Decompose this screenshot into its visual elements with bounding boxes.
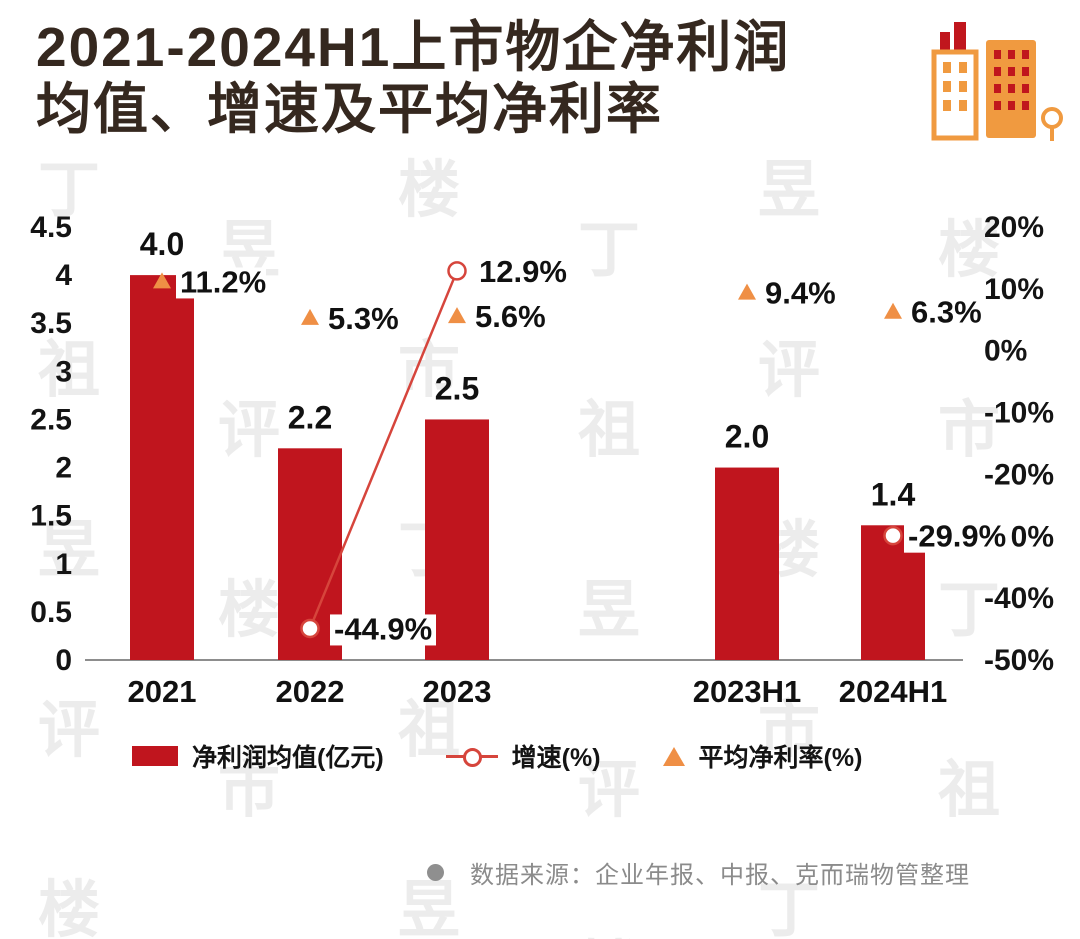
left-axis-tick-0.5: 0.5 xyxy=(30,596,72,629)
growth-label-2022: -44.9% xyxy=(334,611,432,646)
margin-point-2023 xyxy=(448,307,466,324)
margin-label-2024H1-bg xyxy=(907,297,981,329)
bar-swatch-icon xyxy=(132,746,178,766)
page-title: 2021-2024H1上市物企净利润 均值、增速及平均净利率 xyxy=(36,16,790,140)
bar-2023H1 xyxy=(715,467,779,660)
right-axis-tick--50: -50% xyxy=(984,644,1054,677)
legend-item-margin: 平均净利率(%) xyxy=(662,738,863,774)
left-axis-tick-4: 4 xyxy=(55,259,72,292)
left-axis-tick-0: 0 xyxy=(55,644,72,677)
header: 2021-2024H1上市物企净利润 均值、增速及平均净利率 xyxy=(0,0,1080,180)
margin-point-2023H1 xyxy=(738,283,756,300)
margin-point-2021 xyxy=(153,272,171,289)
bar-label-2022: 2.2 xyxy=(288,399,332,435)
left-building-windows-icon xyxy=(943,62,967,111)
building-crown-icon xyxy=(940,22,966,54)
legend-label-margin: 平均净利率(%) xyxy=(698,744,863,772)
bar-label-2023: 2.5 xyxy=(435,370,479,406)
x-tick-2023: 2023 xyxy=(423,674,492,709)
chart-area: 4.5 4 3.5 3 2.5 2 1.5 1 0.5 0 20% 10% 0% -10% -20% -30%… xyxy=(0,205,1080,720)
margin-label-2024H1: 6.3% xyxy=(911,295,982,330)
right-axis-tick-0: 0% xyxy=(984,335,1027,368)
left-building-icon xyxy=(931,49,979,141)
right-axis-tick--20: -20% xyxy=(984,458,1054,491)
legend-label-growth: 增速(%) xyxy=(511,744,601,772)
growth-point-2023 xyxy=(447,261,467,281)
tree-icon xyxy=(1041,107,1063,129)
right-building-windows-icon xyxy=(994,50,1029,110)
x-tick-2022: 2022 xyxy=(276,674,345,709)
margin-label-2022-bg xyxy=(324,303,398,335)
growth-label-2023: 12.9% xyxy=(479,254,567,289)
chart-legend: 净利润均值(亿元) 增速(%) 平均净利率(%) xyxy=(132,738,862,774)
watermark-char: 楼 xyxy=(38,876,101,939)
bar-label-2024H1: 1.4 xyxy=(871,476,916,512)
margin-label-2022: 5.3% xyxy=(328,301,399,336)
x-tick-2023H1: 2023H1 xyxy=(693,674,802,709)
title-line-2: 均值、增速及平均净利率 xyxy=(36,78,664,140)
source-footer: 数据来源：企业年报、中报、克而瑞物管整理 xyxy=(427,855,970,890)
right-axis-tick--10: -10% xyxy=(984,397,1054,430)
growth-label-2022-bg xyxy=(330,614,436,646)
growth-label-2024H1: -29.9% xyxy=(908,519,1006,554)
bar-label-2023H1: 2.0 xyxy=(725,419,769,455)
bar-2021 xyxy=(130,275,194,660)
left-axis-tick-3: 3 xyxy=(55,355,72,388)
margin-point-2024H1 xyxy=(884,302,902,319)
margin-label-2021-bg xyxy=(176,267,266,299)
line-circle-swatch-icon xyxy=(445,747,498,767)
right-axis-tick-20: 20% xyxy=(984,211,1044,244)
left-axis-tick-2.5: 2.5 xyxy=(30,403,72,436)
legend-item-net-profit: 净利润均值(亿元) xyxy=(132,738,384,774)
growth-label-2024H1-bg xyxy=(904,521,1010,553)
legend-label-net-profit: 净利润均值(亿元) xyxy=(192,744,384,772)
triangle-swatch-icon xyxy=(662,746,685,766)
bullet-dot-icon xyxy=(427,864,444,881)
x-tick-2021: 2021 xyxy=(128,674,197,709)
margin-label-2021: 11.2% xyxy=(180,264,266,299)
buildings-icon xyxy=(931,22,1063,141)
legend-item-growth: 增速(%) xyxy=(445,738,601,774)
watermark-char: 祖 xyxy=(938,756,1001,825)
growth-label-2023-bg xyxy=(475,256,565,288)
margin-label-2023-bg xyxy=(471,302,545,334)
left-axis-tick-3.5: 3.5 xyxy=(30,307,72,340)
growth-point-2022 xyxy=(300,618,320,639)
combo-chart: 4.543.532.521.510.5020%10%0%-10%-20%-30%… xyxy=(30,211,1054,709)
margin-label-2023H1: 9.4% xyxy=(765,276,836,311)
x-tick-2024H1: 2024H1 xyxy=(839,674,948,709)
data-source-text: 数据来源：企业年报、中报、克而瑞物管整理 xyxy=(470,862,970,889)
left-axis-tick-1.5: 1.5 xyxy=(30,500,72,533)
left-axis-tick-1: 1 xyxy=(55,548,72,581)
right-axis-tick-10: 10% xyxy=(984,273,1044,306)
right-axis-tick--40: -40% xyxy=(984,582,1054,615)
bar-label-2021: 4.0 xyxy=(140,226,184,262)
margin-label-2023: 5.6% xyxy=(475,299,546,334)
margin-point-2022 xyxy=(301,308,319,325)
title-line-1: 2021-2024H1上市物企净利润 xyxy=(36,16,791,78)
growth-line-segment xyxy=(308,270,459,629)
growth-point-2024H1 xyxy=(883,525,903,546)
left-axis-tick-2: 2 xyxy=(55,452,72,485)
left-axis-tick-4.5: 4.5 xyxy=(30,211,72,244)
margin-label-2023H1-bg xyxy=(761,278,835,310)
